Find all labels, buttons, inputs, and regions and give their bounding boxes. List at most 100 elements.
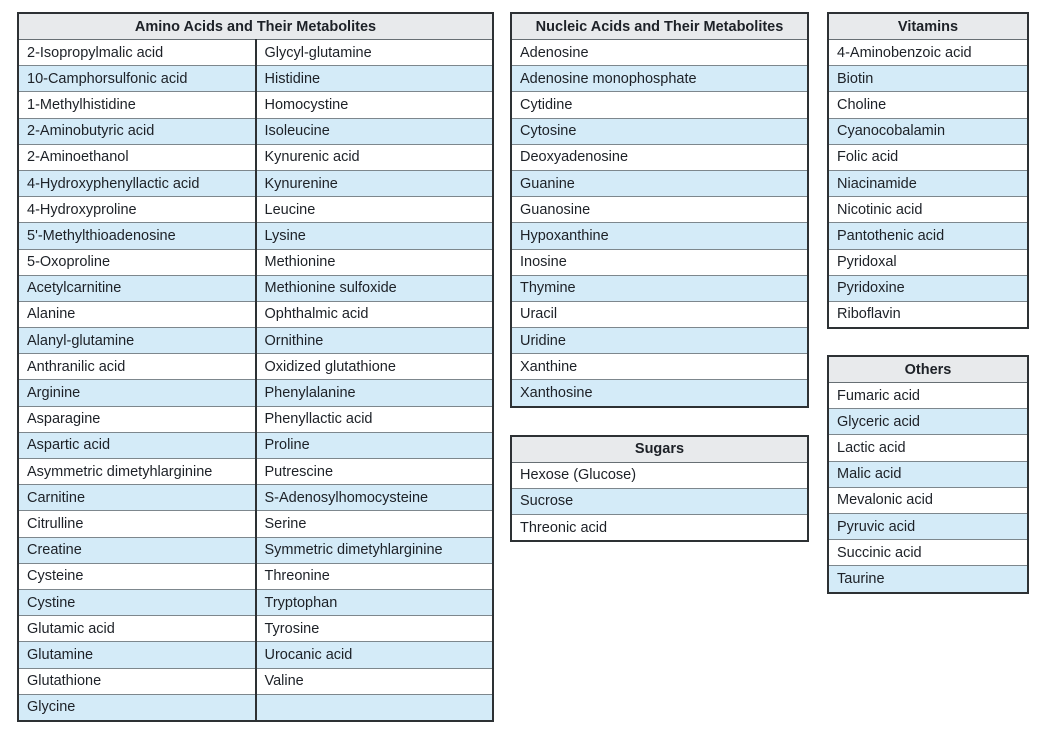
table-row: Cystine Tryptophan [18, 588, 493, 616]
table-cell: Sucrose [511, 487, 808, 515]
table-row: Glutamine Urocanic acid [18, 641, 493, 668]
table-row: Alanyl-glutamine Ornithine [18, 327, 493, 354]
table-row: Creatine Symmetric dimetyhlarginine [18, 536, 493, 564]
table-row: Hypoxanthine [511, 222, 808, 249]
table-header-row: Sugars [511, 435, 808, 463]
table-cell: Lysine [254, 222, 493, 249]
table-row: Pyridoxine [828, 274, 1028, 302]
table-cell: Kynurenine [254, 169, 493, 197]
table-cell: 1-Methylhistidine [18, 91, 256, 119]
table-cell: Histidine [254, 65, 493, 92]
table-row: 1-Methylhistidine Homocystine [18, 91, 493, 119]
table-row: Succinic acid [828, 539, 1028, 566]
table-cell: Leucine [254, 196, 493, 223]
table-row: 4-Hydroxyproline Leucine [18, 196, 493, 223]
table-cell: Nicotinic acid [828, 196, 1028, 223]
table-row: Thymine [511, 274, 808, 302]
table-amino-acids: Amino Acids and Their Metabolites 2-Isopr… [17, 12, 494, 722]
table-cell: Homocystine [254, 91, 493, 119]
nucleic-acids-table-host: Nucleic Acids and Their Metabolites Adeno… [510, 12, 809, 408]
table-cell: Symmetric dimetyhlarginine [254, 536, 493, 564]
table-cell: 5'-Methylthioadenosine [18, 222, 256, 249]
table-row: Adenosine monophosphate [511, 65, 808, 92]
table-others: Others Fumaric acid Glyceric acid Lactic ac… [827, 355, 1029, 594]
table-cell: Isoleucine [254, 117, 493, 145]
table-cell: 4-Hydroxyphenyllactic acid [18, 169, 256, 197]
table-cell: Glycine [18, 693, 256, 721]
table-row: Nicotinic acid [828, 196, 1028, 223]
table-cell: Succinic acid [828, 539, 1028, 566]
table-cell: Glutamine [18, 641, 256, 668]
table-cell: Xanthine [511, 353, 808, 380]
table-cell: Malic acid [828, 460, 1028, 488]
table-cell: Threonine [254, 562, 493, 590]
table-cell: Guanosine [511, 196, 808, 223]
table-cell: Glyceric acid [828, 408, 1028, 435]
table-row: Xanthine [511, 353, 808, 380]
table-cell: Alanyl-glutamine [18, 327, 256, 354]
table-title-vitamins: Vitamins [828, 13, 1028, 40]
table-cell: Putrescine [254, 457, 493, 485]
table-row: Uridine [511, 327, 808, 354]
table-row: Cyanocobalamin [828, 117, 1028, 145]
table-cell: Pyridoxal [828, 248, 1028, 276]
table-cell: Arginine [18, 379, 256, 407]
table-row: Hexose (Glucose) [511, 461, 808, 489]
table-cell: Citrulline [18, 510, 256, 538]
table-cell: Pantothenic acid [828, 222, 1028, 249]
table-row: Acetylcarnitine Methionine sulfoxide [18, 274, 493, 302]
table-row: Cytidine [511, 91, 808, 119]
table-row: Sucrose [511, 487, 808, 515]
table-cell: Mevalonic acid [828, 486, 1028, 514]
table-row: Riboflavin [828, 300, 1028, 329]
table-cell: S-Adenosylhomocysteine [254, 484, 493, 511]
table-row: 2-Isopropylmalic acid Glycyl-glutamine [18, 38, 493, 66]
table-cell: Pyridoxine [828, 274, 1028, 302]
table-cell: Niacinamide [828, 169, 1028, 197]
table-cell [254, 693, 493, 721]
table-row: 4-Hydroxyphenyllactic acid Kynurenine [18, 169, 493, 197]
table-cell: 2-Aminoethanol [18, 143, 256, 171]
table-row: 2-Aminoethanol Kynurenic acid [18, 143, 493, 171]
table-cell: Xanthosine [511, 379, 808, 407]
table-row: Guanosine [511, 196, 808, 223]
table-row: Alanine Ophthalmic acid [18, 300, 493, 328]
table-cell: Choline [828, 91, 1028, 119]
table-title-others: Others [828, 356, 1028, 384]
amino-acids-table-host: Amino Acids and Their Metabolites 2-Isopr… [17, 12, 494, 722]
table-row: Mevalonic acid [828, 486, 1028, 514]
table-row: Inosine [511, 248, 808, 276]
table-row: 5'-Methylthioadenosine Lysine [18, 222, 493, 249]
table-cell: Glycyl-glutamine [254, 38, 493, 66]
table-row: 2-Aminobutyric acid Isoleucine [18, 117, 493, 145]
table-row: Aspartic acid Proline [18, 431, 493, 459]
table-cell: Serine [254, 510, 493, 538]
table-row: Malic acid [828, 460, 1028, 488]
table-cell: Cyanocobalamin [828, 117, 1028, 145]
table-cell: Cysteine [18, 562, 256, 590]
table-row: Niacinamide [828, 169, 1028, 197]
table-cell: Thymine [511, 274, 808, 302]
table-cell: Aspartic acid [18, 431, 256, 459]
table-cell: Threonic acid [511, 514, 808, 542]
table-cell: Inosine [511, 248, 808, 276]
table-cell: Tryptophan [254, 588, 493, 616]
table-row: Arginine Phenylalanine [18, 379, 493, 407]
table-row: Asparagine Phenyllactic acid [18, 405, 493, 433]
table-row: Uracil [511, 300, 808, 328]
table-cell: Pyruvic acid [828, 512, 1028, 540]
table-cell: 2-Aminobutyric acid [18, 117, 256, 145]
table-cell: Alanine [18, 300, 256, 328]
table-vitamins: Vitamins 4-Aminobenzoic acid Biotin Choline… [827, 12, 1029, 330]
table-cell: Glutamic acid [18, 615, 256, 642]
table-nucleic-acids: Nucleic Acids and Their Metabolites Adeno… [510, 12, 809, 408]
column-vitamins-others: Vitamins 4-Aminobenzoic acid Biotin Choline… [827, 12, 1029, 594]
table-cell: Cytosine [511, 117, 808, 145]
table-cell: Lactic acid [828, 434, 1028, 462]
table-cell: Adenosine [511, 38, 808, 66]
table-row: Pantothenic acid [828, 222, 1028, 249]
table-row: Taurine [828, 565, 1028, 593]
table-row: Lactic acid [828, 434, 1028, 462]
table-cell: 10-Camphorsulfonic acid [18, 65, 256, 92]
